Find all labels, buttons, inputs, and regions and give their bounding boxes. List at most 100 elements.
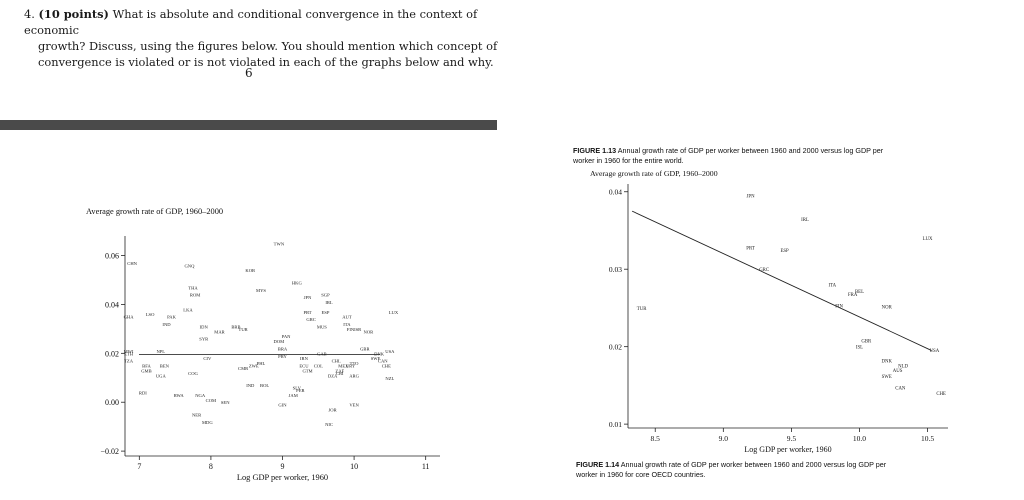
world-point-mex: MEX <box>338 364 349 369</box>
oecd-point-jpn: JPN <box>747 195 756 200</box>
oecd-point-usa: USA <box>930 349 940 354</box>
world-point-pan: PAN <box>282 334 291 339</box>
world-point-mus: MUS <box>317 324 327 329</box>
world-point-fin: FIN <box>347 327 355 332</box>
figure-113-label: FIGURE 1.13 <box>573 146 617 155</box>
world-point-jam: JAM <box>289 393 298 398</box>
figure-113-text-2: worker in 1960 for the entire world. <box>573 156 684 165</box>
world-point-esp: ESP <box>321 310 329 315</box>
oecd-point-can: CAN <box>895 387 906 392</box>
world-point-arg: ARG <box>349 373 359 378</box>
world-point-prt: PRT <box>303 310 311 315</box>
world-point-dom: DOM <box>274 339 285 344</box>
world-point-col: COL <box>314 364 323 369</box>
world-point-mdg: MDG <box>202 420 213 425</box>
question-points: (10 points) <box>38 7 109 21</box>
world-y-tick-label: −0.02 <box>100 447 119 456</box>
world-point-tur: TUR <box>239 327 249 332</box>
world-point-hkg: HKG <box>292 280 303 285</box>
world-x-tick-label: 7 <box>137 462 141 471</box>
question-number: 4. <box>24 7 35 21</box>
oecd-point-irl: IRL <box>801 218 809 223</box>
world-point-per: PER <box>296 388 305 393</box>
world-point-cog: COG <box>188 371 198 376</box>
oecd-x-tick-label: 9.0 <box>719 434 729 443</box>
world-point-kor: KOR <box>245 268 256 273</box>
world-point-ven: VEN <box>349 403 359 408</box>
world-point-bfa: BFA <box>142 364 151 369</box>
world-point-tha: THA <box>188 285 198 290</box>
question-text: 4. (10 points) What is absolute and cond… <box>24 6 504 70</box>
question-line-2: growth? Discuss, using the figures below… <box>38 39 498 53</box>
oecd-y-tick-label: 0.02 <box>609 343 622 352</box>
figure-114-label: FIGURE 1.14 <box>576 460 620 469</box>
world-point-eth: ETH <box>124 351 134 356</box>
world-point-gnq: GNQ <box>184 263 195 268</box>
oecd-point-nld: NLD <box>898 364 908 369</box>
world-point-dnk: DNK <box>374 351 385 356</box>
oecd-x-tick-label: 10.5 <box>921 434 934 443</box>
world-point-nor: NOR <box>364 329 375 334</box>
oecd-convergence-chart: Average growth rate of GDP, 1960–2000 0.0… <box>590 169 948 454</box>
world-point-nzl: NZL <box>385 376 394 381</box>
world-point-gab: GAB <box>317 351 327 356</box>
world-point-dza: DZA <box>328 373 338 378</box>
world-point-gin: GIN <box>278 403 287 408</box>
world-point-can: CAN <box>378 359 388 364</box>
oecd-point-prt: PRT <box>746 247 755 252</box>
oecd-point-tur: TUR <box>637 307 647 312</box>
world-point-jpn: JPN <box>304 295 312 300</box>
world-point-tto: TTO <box>350 361 360 366</box>
world-y-tick-label: 0.06 <box>105 252 119 261</box>
oecd-y-tick-label: 0.01 <box>609 420 622 429</box>
world-point-rdi: RDI <box>139 390 147 395</box>
world-point-gmb: GMB <box>141 368 151 373</box>
oecd-x-tick-label: 10.0 <box>853 434 866 443</box>
question-line-1: 4. (10 points) What is absolute and cond… <box>24 6 504 38</box>
oecd-point-ita: ITA <box>828 284 836 289</box>
world-point-irn: IRN <box>300 356 309 361</box>
world-y-tick-label: 0.00 <box>105 398 119 407</box>
world-point-ind: IND <box>162 322 171 327</box>
world-x-tick-label: 9 <box>281 462 285 471</box>
oecd-x-tick-label: 8.5 <box>651 434 661 443</box>
world-point-mys: MYS <box>256 288 266 293</box>
world-point-sgp: SGP <box>321 293 330 298</box>
world-point-npl: NPL <box>156 349 165 354</box>
world-point-tza: TZA <box>124 359 134 364</box>
oecd-point-lux: LUX <box>923 237 933 242</box>
world-point-zwe: ZWE <box>249 364 259 369</box>
world-point-lso: LSO <box>146 312 155 317</box>
oecd-point-aus: AUS <box>893 369 903 374</box>
world-point-irl: IRL <box>325 300 333 305</box>
world-point-grc: GRC <box>306 317 315 322</box>
world-point-syr: SYR <box>199 337 209 342</box>
figure-113-caption: FIGURE 1.13 Annual growth rate of GDP pe… <box>573 146 973 166</box>
world-point-usa: USA <box>385 349 395 354</box>
world-x-tick-label: 10 <box>350 462 358 471</box>
world-point-ecu: ECU <box>299 364 309 369</box>
world-point-gbr: GBR <box>360 346 370 351</box>
oecd-point-isl: ISL <box>856 346 863 351</box>
world-point-brb: BRB <box>231 324 240 329</box>
world-point-swe: SWE <box>371 356 381 361</box>
world-point-rom: ROM <box>190 293 200 298</box>
world-point-uga: UGA <box>156 373 167 378</box>
world-point-aut: AUT <box>342 315 352 320</box>
world-point-ner: NER <box>192 412 202 417</box>
page-divider-bar <box>0 120 497 130</box>
figure-114-text-2: worker in 1960 for core OECD countries. <box>576 470 706 479</box>
world-point-chl: CHL <box>332 359 341 364</box>
world-point-che: CHE <box>382 364 391 369</box>
world-point-bra: BRA <box>278 346 288 351</box>
world-point-ury: URY <box>346 364 356 369</box>
world-point-cri: CRI <box>336 371 344 376</box>
world-point-ben: BEN <box>160 364 170 369</box>
oecd-point-nor: NOR <box>882 305 893 310</box>
oecd-fit-line <box>631 210 932 351</box>
world-point-gtm: GTM <box>302 368 312 373</box>
oecd-point-grc: GRC <box>759 268 769 273</box>
page-number: 6 <box>245 66 253 80</box>
oecd-point-fin: FIN <box>835 305 843 310</box>
world-point-nic: NIC <box>325 422 333 427</box>
